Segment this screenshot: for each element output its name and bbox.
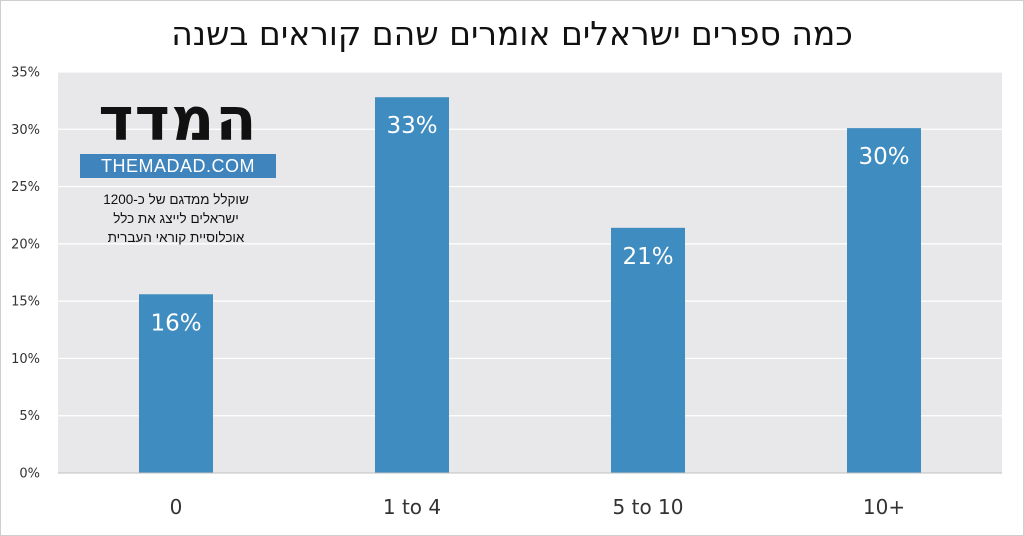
data-label: 33% [386,113,437,139]
bar [847,128,921,473]
x-tick-label: 1 to 4 [383,495,441,519]
bar [375,97,449,473]
y-tick-label: 5% [19,409,40,424]
note-line: ישראלים לייצג את כלל [113,211,239,226]
y-axis: 0% 5% 10% 15% 20% 25% 30% 35% [11,66,40,482]
x-axis: 0 1 to 4 5 to 10 10+ [170,495,905,519]
data-label: 30% [858,144,909,170]
note-line: אוכלוסיית קוראי העברית [107,230,245,245]
y-tick-label: 35% [11,66,40,81]
data-label: 16% [150,310,201,336]
plot-area [58,72,1002,473]
note-line: שוקלל ממדגם של כ-1200 [103,192,249,207]
bar [139,294,213,473]
x-tick-label: 0 [170,495,183,519]
x-tick-label: 5 to 10 [613,495,684,519]
x-tick-label: 10+ [863,495,905,519]
bars: 16% 33% 21% 30% [139,97,921,473]
y-tick-label: 10% [11,352,40,367]
y-tick-label: 25% [11,180,40,195]
themadad-logo: המדד THEMADAD.COM [80,88,276,178]
methodology-note: שוקלל ממדגם של כ-1200 ישראלים לייצג את כ… [70,190,282,247]
y-tick-label: 0% [19,467,40,482]
logo-site-name: THEMADAD.COM [80,154,276,178]
logo-wordmark: המדד [98,85,258,155]
chart-title: כמה ספרים ישראלים אומרים שהם קוראים בשנה [171,14,853,53]
y-tick-label: 15% [11,295,40,310]
y-tick-label: 30% [11,123,40,138]
y-tick-label: 20% [11,237,40,252]
gridlines [58,71,1002,417]
data-label: 21% [622,244,673,270]
bar [611,227,685,473]
